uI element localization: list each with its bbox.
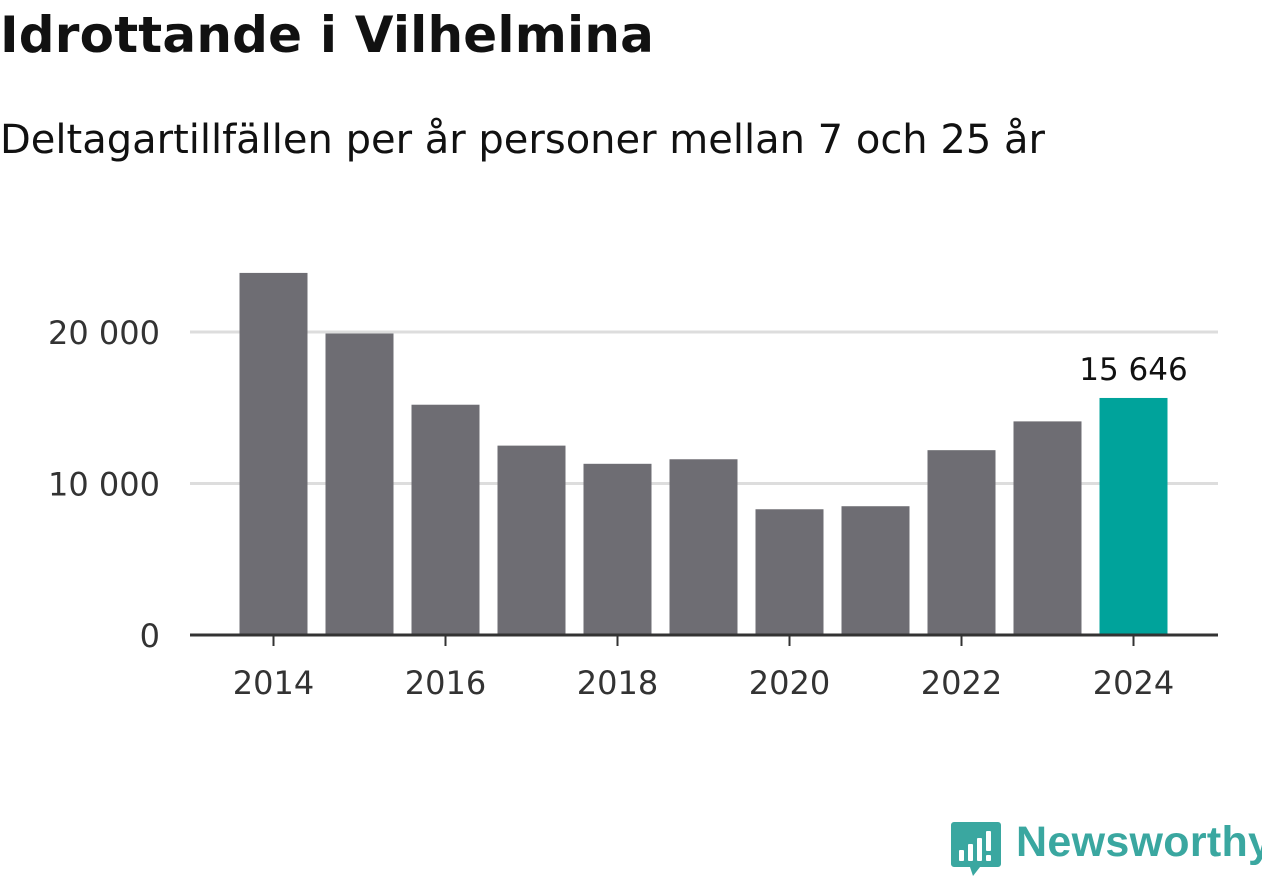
x-tick-label: 2024: [1093, 664, 1174, 702]
x-tick-label: 2014: [233, 664, 314, 702]
chart-bubble-icon: [951, 822, 1001, 876]
chart-subtitle: Deltagartillfällen per år personer mella…: [0, 117, 1045, 163]
bar-2023: [1013, 421, 1082, 635]
y-tick-label: 0: [140, 617, 160, 655]
bar-2019: [669, 459, 738, 635]
y-tick-label: 10 000: [48, 466, 160, 504]
labels: 0 10 000 20 000 2014 2016 2018 2020 2022 2024 15 …: [48, 314, 1188, 702]
bar-2017: [497, 445, 566, 635]
bar-2020: [755, 509, 824, 635]
newsworthy-logo: Newsworthy: [950, 818, 1262, 878]
y-tick-label: 20 000: [48, 314, 160, 352]
chart-title: Idrottande i Vilhelmina: [0, 6, 655, 64]
x-axis: [190, 633, 1218, 646]
bar-2024: [1099, 397, 1168, 635]
x-tick-label: 2016: [405, 664, 486, 702]
x-tick-label: 2022: [921, 664, 1002, 702]
bar-2018: [583, 463, 652, 635]
bar-2022: [927, 450, 996, 635]
bar-2016: [411, 404, 480, 635]
x-tick-label: 2020: [749, 664, 830, 702]
bar-value-label: 15 646: [1079, 352, 1187, 388]
bar-2021: [841, 506, 910, 635]
bars: [239, 272, 1168, 635]
bar-2015: [325, 333, 394, 635]
brand-name: Newsworthy: [1016, 818, 1262, 866]
x-tick-label: 2018: [577, 664, 658, 702]
bar-2014: [239, 272, 308, 635]
